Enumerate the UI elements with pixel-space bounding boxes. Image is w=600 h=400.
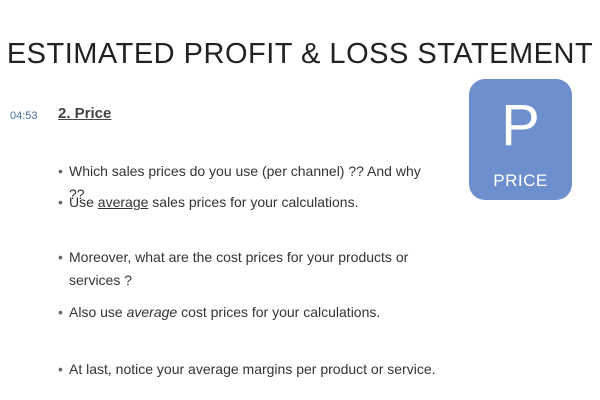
bullet-text-part: sales prices for your calculations. bbox=[148, 194, 359, 210]
slide-title: ESTIMATED PROFIT & LOSS STATEMENT bbox=[6, 38, 594, 70]
bullet-item: • Also use average cost prices for your … bbox=[58, 301, 438, 324]
price-badge-icon: P PRICE bbox=[469, 79, 572, 200]
badge-letter: P bbox=[501, 93, 540, 158]
bullet-text: Moreover, what are the cost prices for y… bbox=[69, 249, 409, 288]
emphasis-italic: average bbox=[126, 304, 178, 320]
emphasis-underline: average bbox=[97, 194, 149, 210]
bullet-item: • Use average sales prices for your calc… bbox=[58, 191, 438, 214]
bullet-item: • Which sales prices do you use (per cha… bbox=[58, 160, 438, 206]
bullet-text-part: Also use bbox=[69, 304, 127, 320]
bullet-item: • Moreover, what are the cost prices for… bbox=[58, 246, 438, 292]
bullet-dot-icon: • bbox=[58, 249, 63, 265]
bullet-dot-icon: • bbox=[58, 163, 63, 179]
bullet-text-part: Use bbox=[69, 194, 98, 210]
badge-word: PRICE bbox=[493, 171, 548, 190]
bullet-text: Also use average cost prices for your ca… bbox=[69, 301, 438, 324]
section-subtitle: 2. Price bbox=[58, 105, 112, 122]
bullet-text-part: cost prices for your calculations. bbox=[177, 304, 381, 320]
bullet-dot-icon: • bbox=[58, 361, 63, 377]
bullet-dot-icon: • bbox=[58, 304, 63, 320]
bullet-dot-icon: • bbox=[58, 194, 63, 210]
bullet-text: Use average sales prices for your calcul… bbox=[69, 191, 438, 214]
bullet-item: • At last, notice your average margins p… bbox=[58, 358, 438, 381]
bullet-text: At last, notice your average margins per… bbox=[69, 361, 436, 377]
bullet-text: Which sales prices do you use (per chann… bbox=[69, 163, 421, 202]
video-timestamp: 04:53 bbox=[10, 110, 38, 122]
